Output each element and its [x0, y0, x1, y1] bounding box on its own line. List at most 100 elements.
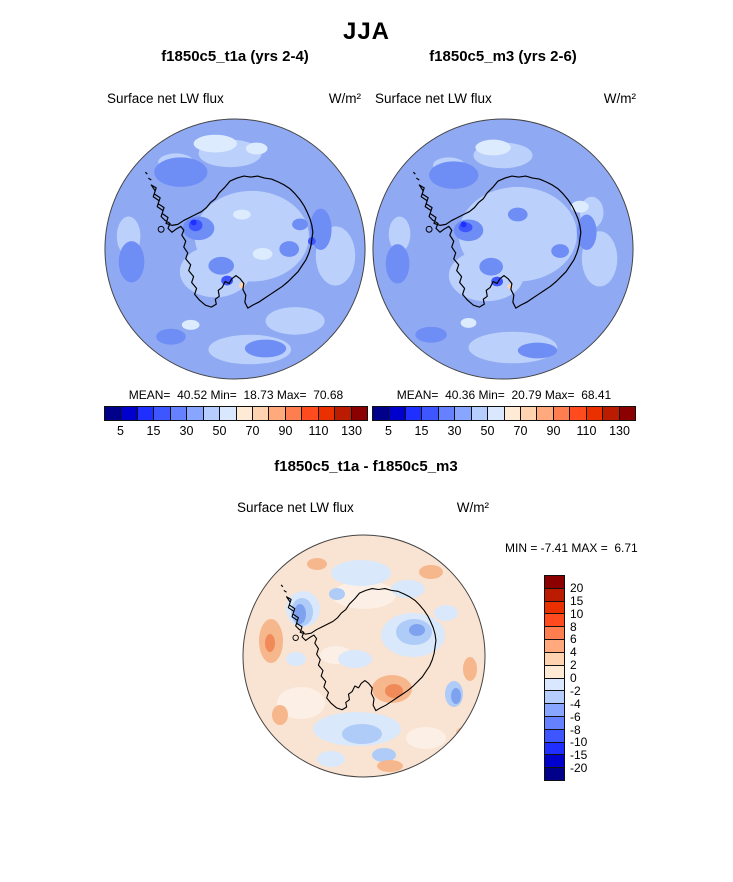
colorbar-segment: [302, 407, 319, 420]
colorbar-ticks-diff: 20 15 10 8 6 4 2 0 -2 -4 -6 -8 -10 -15 -20: [570, 575, 604, 781]
colorbar-t1a: [104, 406, 368, 421]
colorbar-tick-label: -2: [570, 683, 581, 698]
colorbar-segment: [545, 678, 564, 692]
variable-label: Surface net LW flux: [107, 91, 224, 106]
units-label: W/m²: [603, 91, 636, 106]
colorbar-segment: [545, 716, 564, 730]
colorbar-diff: [544, 575, 565, 781]
units-label: W/m²: [328, 91, 361, 106]
colorbar-tick-label: 15: [570, 593, 584, 608]
colorbar-segment: [335, 407, 352, 420]
page-title: JJA: [342, 18, 391, 45]
variable-row-diff: Surface net LW flux W/m²: [237, 500, 489, 515]
colorbar-segment: [438, 407, 456, 420]
colorbar-segment: [471, 407, 489, 420]
variable-row-m3: Surface net LW flux W/m²: [375, 91, 636, 106]
colorbar-tick-label: 15: [146, 424, 161, 438]
panel-title-diff: f1850c5_t1a - f1850c5_m3: [274, 458, 458, 475]
colorbar-segment: [422, 407, 439, 420]
colorbar-segment: [105, 407, 122, 420]
variable-label: Surface net LW flux: [375, 91, 492, 106]
colorbar-tick-label: 2: [570, 658, 577, 673]
colorbar-tick-label: 50: [212, 424, 227, 438]
colorbar-tick-label: 6: [570, 632, 577, 647]
colorbar-segment: [545, 627, 564, 641]
colorbar-segment: [545, 601, 564, 615]
colorbar-ticks-t1a: 5 15 30 50 70 90 110 130: [104, 424, 368, 440]
colorbar-segment: [203, 407, 221, 420]
contour-shading: [372, 118, 634, 380]
map-boundary-circle: [372, 118, 634, 380]
colorbar-tick-label: 70: [513, 424, 528, 438]
colorbar-segment: [121, 407, 138, 420]
colorbar-segment: [545, 640, 564, 653]
colorbar-segment: [220, 407, 237, 420]
colorbar-segment: [545, 665, 564, 679]
colorbar-segment: [236, 407, 253, 420]
colorbar-segment: [170, 407, 188, 420]
colorbar-tick-label: 5: [385, 424, 392, 438]
stats-diff: MIN = -7.41 MAX = 6.71: [505, 541, 638, 555]
colorbar-ticks-m3: 5 15 30 50 70 90 110 130: [372, 424, 636, 440]
colorbar-segment: [520, 407, 538, 420]
colorbar-tick-label: 130: [609, 424, 630, 438]
variable-row-t1a: Surface net LW flux W/m²: [107, 91, 361, 106]
colorbar-tick-label: 90: [546, 424, 561, 438]
colorbar-segment: [545, 576, 564, 589]
colorbar-segment: [545, 755, 564, 769]
colorbar-segment: [154, 407, 171, 420]
colorbar-tick-label: 70: [245, 424, 260, 438]
colorbar-tick-label: 30: [447, 424, 462, 438]
colorbar-tick-label: 8: [570, 619, 577, 634]
colorbar-segment: [619, 407, 635, 420]
colorbar-tick-label: 5: [117, 424, 124, 438]
colorbar-tick-label: -10: [570, 735, 588, 750]
colorbar-tick-label: 0: [570, 671, 577, 685]
polar-map-t1a: [104, 118, 366, 380]
polar-map-diff: [242, 534, 486, 778]
colorbar-segment: [137, 407, 155, 420]
colorbar-tick-label: 4: [570, 645, 577, 660]
colorbar-segment: [389, 407, 406, 420]
colorbar-tick-label: 110: [576, 424, 597, 438]
map-boundary-circle: [104, 118, 366, 380]
units-label: W/m²: [456, 500, 489, 515]
panel-title-t1a: f1850c5_t1a (yrs 2-4): [161, 48, 309, 65]
colorbar-segment: [545, 614, 564, 628]
colorbar-tick-label: -8: [570, 722, 581, 737]
colorbar-segment: [187, 407, 204, 420]
colorbar-segment: [570, 407, 587, 420]
colorbar-tick-label: 10: [570, 606, 584, 621]
colorbar-segment: [285, 407, 303, 420]
colorbar-tick-label: -15: [570, 748, 588, 763]
colorbar-tick-label: -4: [570, 696, 581, 711]
colorbar-segment: [351, 407, 367, 420]
colorbar-segment: [545, 768, 564, 780]
panel-title-m3: f1850c5_m3 (yrs 2-6): [429, 48, 577, 65]
polar-map-m3: [372, 118, 634, 380]
variable-label: Surface net LW flux: [237, 500, 354, 515]
colorbar-segment: [545, 729, 564, 743]
colorbar-segment: [586, 407, 604, 420]
colorbar-tick-label: -20: [570, 761, 588, 776]
colorbar-segment: [545, 691, 564, 705]
colorbar-tick-label: 90: [278, 424, 293, 438]
stats-m3: MEAN= 40.36 Min= 20.79 Max= 68.41: [396, 388, 612, 402]
colorbar-m3: [372, 406, 636, 421]
colorbar-segment: [545, 704, 564, 717]
colorbar-segment: [318, 407, 336, 420]
colorbar-segment: [373, 407, 390, 420]
map-boundary-circle: [242, 534, 486, 778]
contour-shading: [104, 118, 366, 380]
colorbar-tick-label: 50: [480, 424, 495, 438]
colorbar-segment: [603, 407, 620, 420]
colorbar-tick-label: 20: [570, 580, 584, 595]
colorbar-tick-label: 130: [341, 424, 362, 438]
colorbar-segment: [488, 407, 505, 420]
colorbar-segment: [537, 407, 554, 420]
stats-t1a: MEAN= 40.52 Min= 18.73 Max= 70.68: [128, 388, 344, 402]
colorbar-segment: [504, 407, 521, 420]
colorbar-tick-label: -6: [570, 709, 581, 724]
colorbar-segment: [553, 407, 571, 420]
